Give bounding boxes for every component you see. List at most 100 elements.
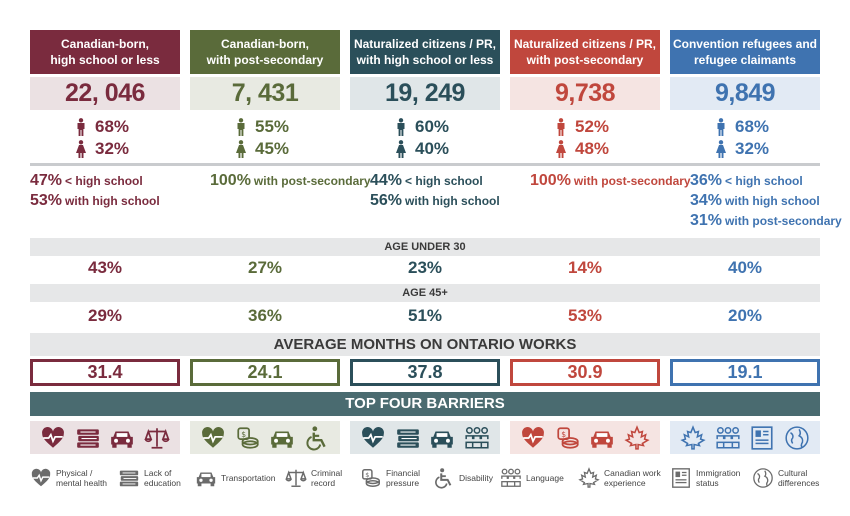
legend-label-line: Physical / [56, 468, 93, 478]
female-icon [555, 140, 567, 158]
legend-label: Financial pressure [386, 468, 420, 488]
education-line: 47% < high school [30, 172, 143, 192]
age-under-30-value: 23% [407, 258, 443, 277]
age-45-plus-value: 53% [567, 306, 603, 325]
legend-label-line: Lack of [144, 468, 172, 478]
female-icon [235, 140, 247, 158]
legend-label: Language [526, 473, 564, 483]
divider-line [30, 163, 820, 166]
female-share-row: 32% [30, 139, 180, 159]
education-percent: 31% [690, 212, 723, 229]
column-header: Convention refugees and refugee claimants [670, 30, 820, 74]
column-header-line: high school or less [50, 53, 160, 67]
age-under-30-band: AGE UNDER 30 [30, 238, 820, 256]
car-icon [589, 425, 615, 451]
svg-text:$: $ [365, 471, 369, 479]
heart-pulse-icon [520, 425, 546, 451]
column-header-line: with post-secondary [526, 53, 644, 67]
age-45-plus-value: 20% [727, 306, 763, 325]
education-line: 31% with post-secondary [690, 212, 842, 232]
age-45-plus-band: AGE 45+ [30, 284, 820, 302]
total-count: 9,849 [670, 77, 820, 110]
total-count: 22, 046 [30, 77, 180, 110]
legend-label-line: education [144, 478, 181, 488]
column-header-line: with high school or less [356, 53, 494, 67]
total-count: 7, 431 [190, 77, 340, 110]
female-share-row: 48% [510, 139, 660, 159]
svg-text:$: $ [561, 429, 566, 438]
legend-label: Transportation [221, 473, 276, 483]
legend-label: Physical / mental health [56, 468, 107, 488]
education-label: with post-secondary [725, 214, 842, 228]
scales-icon [285, 467, 311, 489]
female-percent: 32% [735, 139, 770, 158]
education-label: with high school [405, 194, 500, 208]
legend-item: Physical / mental health [30, 465, 107, 491]
education-label: with post-secondary [253, 174, 371, 188]
education-line: 36% < high school [690, 172, 803, 192]
wheelchair-icon [433, 467, 459, 489]
top-barriers-banner: TOP FOUR BARRIERS [30, 392, 820, 416]
column-header-line: Convention refugees and [672, 37, 818, 51]
barrier-icons [350, 421, 500, 454]
books-icon [75, 425, 101, 451]
document-icon [670, 467, 696, 489]
male-icon [555, 118, 567, 136]
legend-label-line: pressure [386, 478, 420, 488]
education-line: 44% < high school [370, 172, 483, 192]
female-share-row: 40% [350, 139, 500, 159]
column-header-line: Naturalized citizens / PR, [513, 37, 657, 51]
male-percent: 55% [255, 117, 290, 136]
barrier-icons [30, 421, 180, 454]
education-percent: 100% [530, 172, 571, 189]
car-icon [429, 425, 455, 451]
legend-item: Canadian work experience [578, 465, 661, 491]
female-percent: 40% [415, 139, 450, 158]
male-icon [75, 118, 87, 136]
maple-leaf-icon [624, 424, 650, 451]
legend-item: Lack of education [118, 465, 181, 491]
average-months-value: 31.4 [30, 359, 180, 386]
education-percent: 36% [690, 172, 723, 189]
education-label: < high school [725, 174, 803, 188]
people-icon [500, 467, 526, 489]
average-months-value: 24.1 [190, 359, 340, 386]
age-under-30-value: 43% [87, 258, 123, 277]
education-label: with post-secondary [573, 174, 691, 188]
legend-label: Canadian work experience [604, 468, 661, 488]
legend-item: $ Financial pressure [360, 465, 420, 491]
legend-label-line: Cultural [778, 468, 808, 478]
education-percent: 53% [30, 192, 63, 209]
legend-item: Disability [433, 465, 493, 491]
wheelchair-icon [304, 425, 330, 451]
maple-leaf-icon [680, 424, 706, 451]
column-header-line: refugee claimants [693, 53, 797, 67]
age-under-30-value: 14% [567, 258, 603, 277]
books-icon [395, 425, 421, 451]
coins-icon: $ [555, 425, 581, 451]
column-header-line: with post-secondary [206, 53, 324, 67]
male-share-row: 52% [510, 117, 660, 137]
column-header-line: Canadian-born, [60, 37, 149, 51]
male-percent: 60% [415, 117, 450, 136]
male-share-row: 68% [30, 117, 180, 137]
average-months-value: 30.9 [510, 359, 660, 386]
coins-icon: $ [235, 425, 261, 451]
total-count: 9,738 [510, 77, 660, 110]
heart-pulse-icon [360, 425, 386, 451]
age-45-plus-value: 36% [247, 306, 283, 325]
age-under-30-value: 40% [727, 258, 763, 277]
legend-label-line: status [696, 478, 719, 488]
barrier-icons: $ [190, 421, 340, 454]
legend-label-line: Disability [459, 473, 494, 483]
legend-label-line: Transportation [221, 473, 276, 483]
column-header: Canadian-born, high school or less [30, 30, 180, 74]
male-share-row: 68% [670, 117, 820, 137]
globe-icon [752, 467, 778, 489]
age-45-plus-value: 29% [87, 306, 123, 325]
heart-pulse-icon [200, 425, 226, 451]
maple-leaf-icon [578, 467, 604, 489]
male-icon [395, 118, 407, 136]
legend-item: Criminal record [285, 465, 342, 491]
svg-text:$: $ [241, 429, 246, 438]
